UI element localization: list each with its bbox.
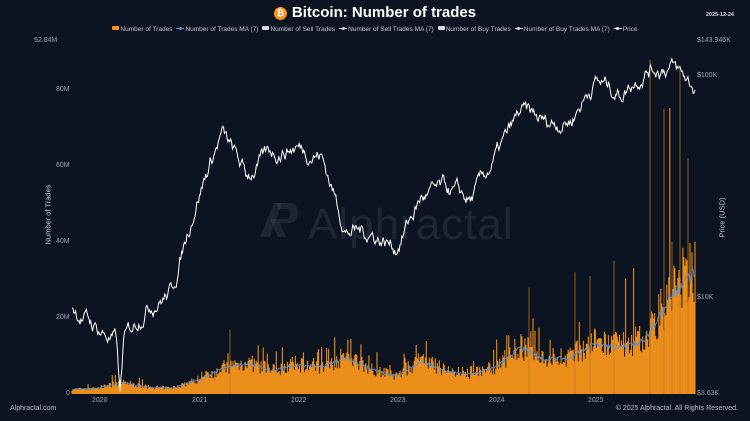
legend-bar-swatch-icon (112, 26, 120, 30)
legend-bar-swatch-icon (437, 26, 445, 30)
legend-label: Number of Buy Trades MA (7) (523, 26, 610, 33)
footer-copyright: © 2025 Alphractal. All Rights Reserved. (615, 405, 738, 412)
legend-item[interactable]: Number of Sell Trades MA (7) (339, 26, 434, 33)
chart-title: ₿ Bitcoin: Number of trades (0, 4, 750, 21)
left-tick-label: 20M (56, 314, 70, 321)
legend-label: Number of Trades MA (7) (185, 26, 259, 33)
legend-item[interactable]: Number of Sell Trades (262, 26, 335, 33)
legend-item[interactable]: Number of Trades MA (7) (176, 26, 258, 33)
x-tick-label: 2021 (192, 397, 208, 404)
legend-line-marker-icon (176, 26, 185, 31)
legend-item[interactable]: Number of Buy Trades MA (7) (514, 26, 610, 33)
legend-item[interactable]: Number of Buy Trades (437, 26, 511, 33)
legend-label: Price (622, 26, 638, 33)
footer-site: Alphractal.com (10, 405, 57, 412)
alphractal-logo-icon (260, 203, 298, 237)
left-tick-label: 0 (66, 390, 70, 397)
legend-item[interactable]: Number of Trades (112, 26, 172, 33)
trades-spikes (229, 59, 689, 394)
trades-bars[interactable] (71, 108, 696, 394)
chart-title-text: Bitcoin: Number of trades (291, 4, 477, 21)
trades-ma-line[interactable] (71, 268, 696, 390)
watermark: Alphractal (308, 200, 514, 249)
legend-line-marker-icon (514, 26, 523, 31)
legend-label: Number of Sell Trades MA (7) (348, 26, 434, 33)
right-tick-label: $143.946K (697, 37, 731, 44)
legend-label: Number of Sell Trades (270, 26, 336, 33)
left-tick-label: 92.84M (34, 37, 58, 44)
left-tick-label: 60M (56, 162, 70, 169)
left-axis-title: Number of Trades (43, 184, 53, 245)
price-line[interactable] (71, 58, 696, 392)
legend-label: Number of Buy Trades (445, 26, 511, 33)
bitcoin-icon: ₿ (273, 7, 287, 20)
legend-item[interactable]: Price (613, 26, 638, 33)
x-tick-label: 2020 (92, 397, 108, 404)
legend-line-marker-icon (339, 26, 348, 31)
left-tick-label: 80M (56, 86, 70, 93)
right-axis-title: Price (USD) (717, 197, 727, 238)
left-tick-label: 40M (56, 238, 70, 245)
right-tick-label: $100K (697, 72, 718, 79)
legend-bar-swatch-icon (262, 26, 270, 30)
x-tick-label: 2025 (588, 397, 604, 404)
legend-line-marker-icon (613, 26, 622, 31)
right-tick-label: $10K (697, 294, 714, 301)
x-tick-label: 2023 (390, 397, 406, 404)
right-tick-label: $3.63K (697, 390, 720, 397)
legend: Number of Trades Number of Trades MA (7) N… (0, 26, 750, 33)
legend-label: Number of Trades (120, 26, 173, 33)
date-label: 2025-12-24 (705, 12, 734, 18)
x-tick-label: 2024 (489, 397, 505, 404)
x-tick-label: 2022 (291, 397, 307, 404)
